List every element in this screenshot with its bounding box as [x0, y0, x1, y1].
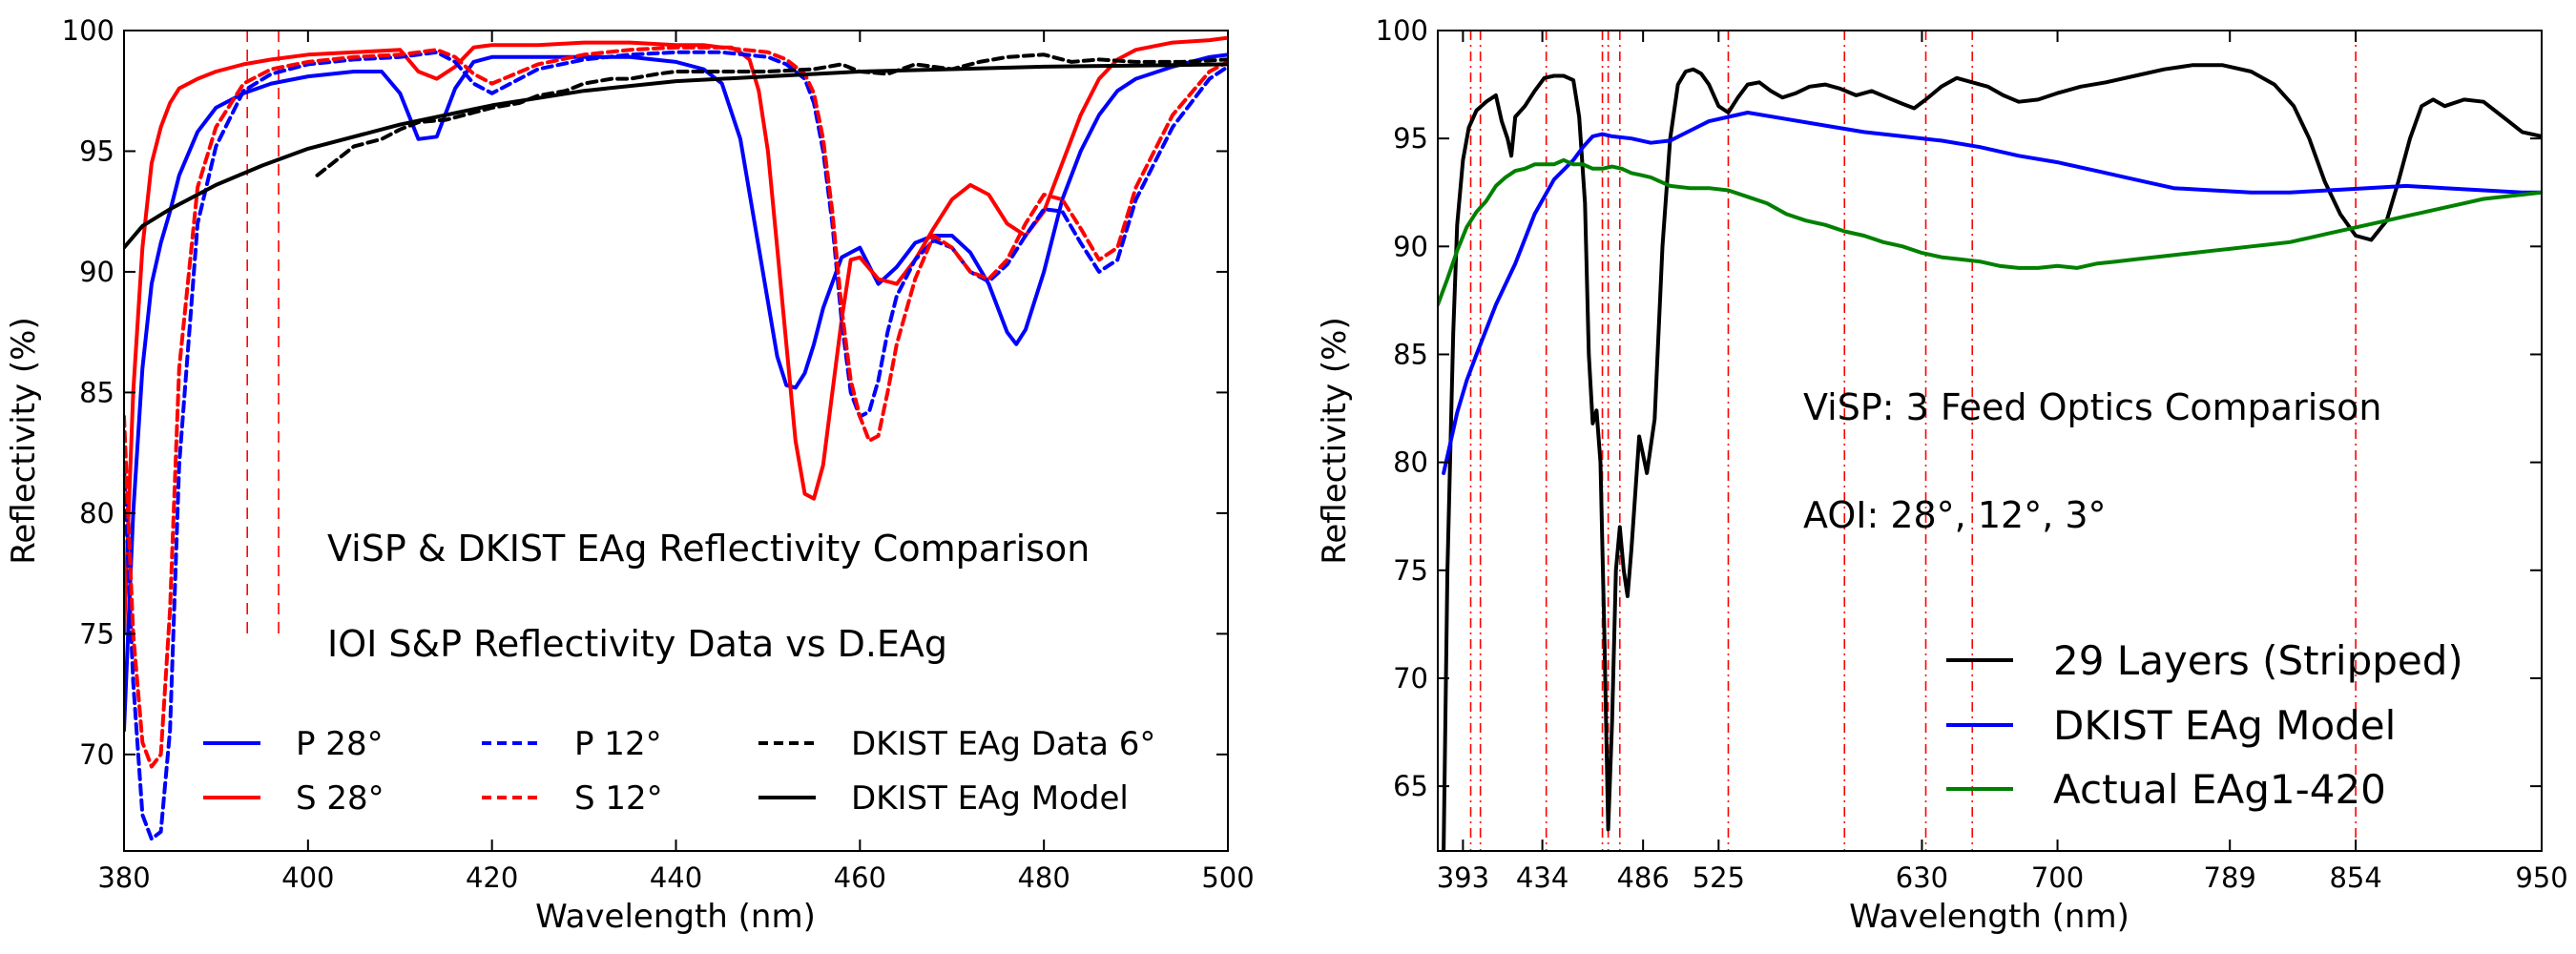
right-ylabel: Reflectivity (%) [1316, 317, 1354, 564]
right-annotation-2: AOI: 28°, 12°, 3° [1803, 494, 2107, 536]
right-series-29-layers-stripped [1442, 63, 2542, 851]
left-annotation-1: ViSP & DKIST EAg Reflectivity Comparison [327, 528, 1090, 570]
right-xlabel: Wavelength (nm) [1849, 898, 2129, 936]
legend-label-s12: S 12° [574, 779, 663, 818]
right-xtick-label-434: 434 [1516, 861, 1568, 894]
left-xtick-label-400: 400 [281, 861, 334, 894]
right-annotation-1: ViSP: 3 Feed Optics Comparison [1803, 386, 2381, 428]
left-ytick-label-100: 100 [62, 14, 114, 47]
legend-label-s28: S 28° [296, 779, 384, 818]
right-series [1438, 63, 2542, 851]
right-ytick-label-85: 85 [1393, 338, 1428, 370]
right-xtick-label-393: 393 [1437, 861, 1489, 894]
left-plot-frame [123, 30, 1229, 852]
left-series [124, 35, 1228, 841]
right-xtick-label-789: 789 [2204, 861, 2256, 894]
left-ytick-label-70: 70 [79, 738, 114, 771]
left-xtick-label-420: 420 [466, 861, 518, 894]
chart-right: 393 434 486 525 630 700 789 854 950 65 70 75 80 85 90 9… [1316, 14, 2568, 936]
right-legend: 29 Layers (Stripped) DKIST EAg Model Act… [1946, 637, 2463, 813]
right-xtick-label-630: 630 [1896, 861, 1948, 894]
left-ytick-label-85: 85 [79, 376, 114, 408]
left-xtick-label-440: 440 [650, 861, 702, 894]
right-plot-frame [1437, 30, 2543, 852]
right-xtick-label-525: 525 [1693, 861, 1745, 894]
legend-label-dkist-data: DKIST EAg Data 6° [851, 725, 1155, 763]
chart-left: 380 400 420 440 460 480 500 70 75 80 85 90 95 100 ViS… [5, 14, 1255, 936]
left-series-s-28 [124, 35, 1228, 636]
left-ytick-label-90: 90 [79, 256, 114, 288]
right-ytick-label-70: 70 [1393, 662, 1428, 695]
left-series-p-12 [124, 50, 1228, 841]
right-series-actual-eag1-420 [1438, 157, 2542, 307]
legend-label-p28: P 28° [296, 725, 384, 763]
left-ytick-label-95: 95 [79, 135, 114, 167]
left-xtick-label-380: 380 [97, 861, 150, 894]
legend-label-dkist-model: DKIST EAg Model [851, 779, 1129, 818]
right-ytick-label-100: 100 [1376, 14, 1428, 47]
legend-label-p12: P 12° [574, 725, 662, 763]
left-xtick-label-460: 460 [834, 861, 886, 894]
left-ticks: 380 400 420 440 460 480 500 70 75 80 85 90 95 100 [62, 14, 1255, 894]
left-ytick-label-80: 80 [79, 497, 114, 529]
left-series-dkist-eag-model [124, 62, 1228, 250]
right-ytick-label-80: 80 [1393, 446, 1428, 479]
legend-label-actual-eag: Actual EAg1-420 [2053, 766, 2386, 813]
left-legend: P 28° S 28° P 12° S 12° DKIST EAg Data 6… [203, 725, 1155, 818]
left-ylabel: Reflectivity (%) [5, 317, 43, 564]
right-ytick-label-95: 95 [1393, 122, 1428, 155]
right-xtick-label-854: 854 [2329, 861, 2381, 894]
left-xtick-label-480: 480 [1017, 861, 1070, 894]
right-ytick-label-65: 65 [1393, 770, 1428, 802]
left-xlabel: Wavelength (nm) [535, 898, 816, 936]
legend-label-29-layers: 29 Layers (Stripped) [2053, 637, 2463, 684]
left-ytick-label-75: 75 [79, 617, 114, 650]
left-xtick-label-500: 500 [1201, 861, 1254, 894]
left-vlines [246, 31, 280, 634]
left-annotation-2: IOI S&P Reflectivity Data vs D.EAg [327, 623, 947, 665]
right-series-dkist-eag-model [1442, 111, 2542, 475]
right-xtick-label-700: 700 [2031, 861, 2084, 894]
left-series-dkist-eag-data-6 [315, 52, 1228, 177]
right-ticks: 393 434 486 525 630 700 789 854 950 65 70 75 80 85 90 9… [1376, 14, 2568, 894]
right-xtick-label-486: 486 [1616, 861, 1669, 894]
right-xtick-label-950: 950 [2515, 861, 2567, 894]
right-ytick-label-75: 75 [1393, 554, 1428, 587]
legend-label-dkist-model-r: DKIST EAg Model [2053, 702, 2396, 749]
right-ytick-label-90: 90 [1393, 230, 1428, 262]
